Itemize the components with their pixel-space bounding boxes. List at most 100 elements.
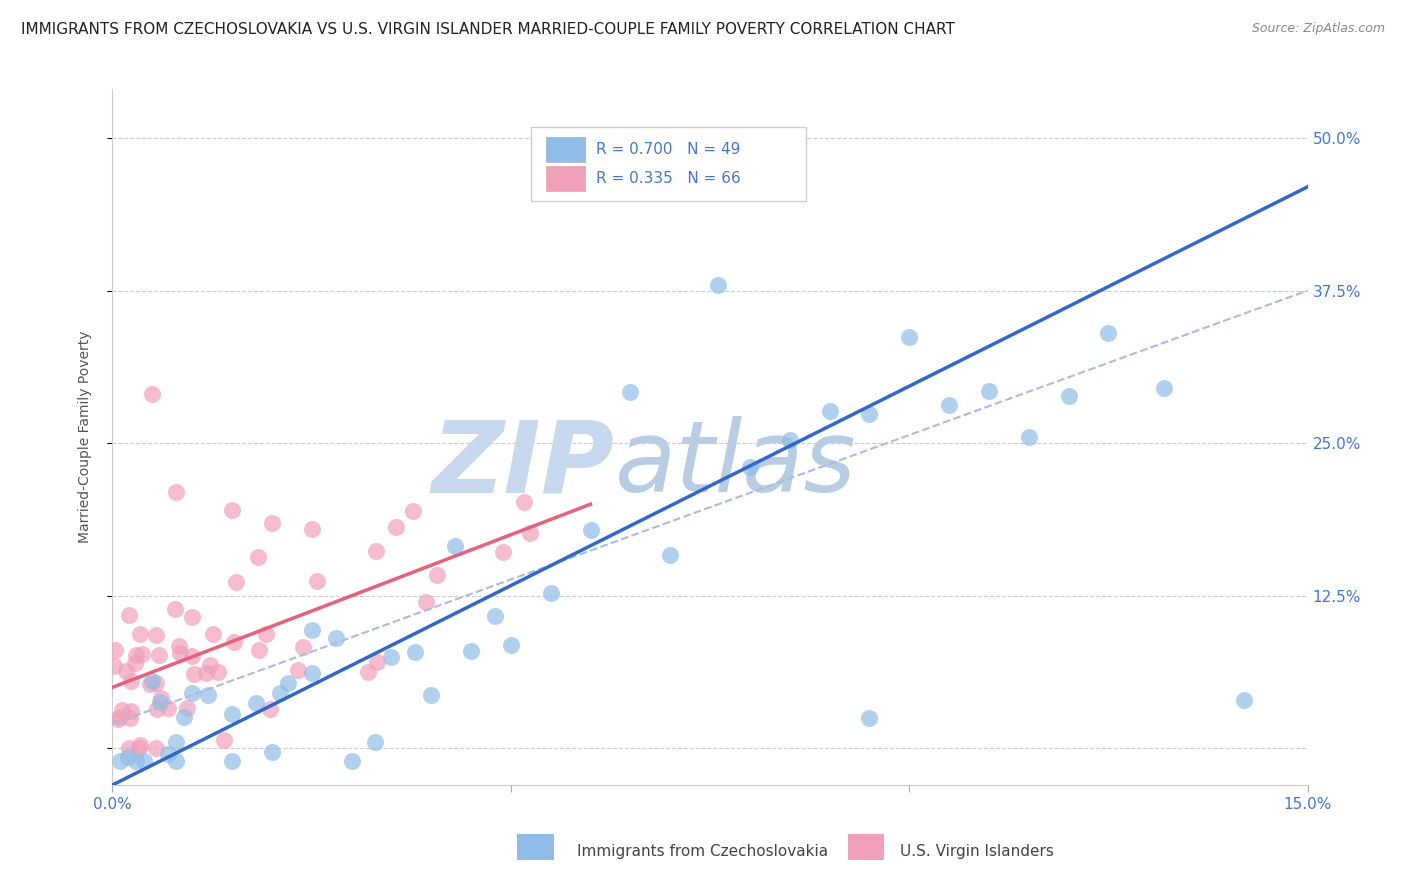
Point: [301, 666, 323, 681]
Point: [145, 741, 167, 756]
Point: [157, 747, 180, 761]
Point: [269, 686, 291, 700]
Point: [169, 647, 191, 661]
Point: [659, 548, 682, 562]
Point: [513, 495, 536, 509]
Point: [366, 656, 388, 670]
Text: Immigrants from Czechoslovakia: Immigrants from Czechoslovakia: [578, 845, 828, 859]
Point: [207, 665, 229, 680]
Point: [287, 663, 309, 677]
Point: [415, 595, 437, 609]
Point: [118, 741, 141, 756]
Point: [120, 673, 142, 688]
Point: [145, 628, 167, 642]
FancyBboxPatch shape: [547, 137, 585, 162]
Point: [260, 745, 283, 759]
Y-axis label: Married-Couple Family Poverty: Married-Couple Family Poverty: [77, 331, 91, 543]
Point: [120, 711, 142, 725]
Point: [225, 574, 247, 589]
Point: [519, 525, 541, 540]
Point: [167, 639, 190, 653]
Point: [1233, 692, 1256, 706]
Point: [103, 658, 125, 673]
Point: [307, 574, 329, 588]
Point: [131, 648, 153, 662]
Point: [221, 503, 243, 517]
Point: [707, 277, 730, 292]
Point: [364, 734, 387, 748]
Point: [1153, 381, 1175, 395]
Point: [176, 700, 198, 714]
Point: [292, 640, 315, 655]
Point: [134, 754, 156, 768]
Point: [858, 407, 880, 421]
Point: [180, 649, 202, 664]
Text: R = 0.335   N = 66: R = 0.335 N = 66: [596, 171, 741, 186]
Point: [977, 384, 1000, 398]
Point: [619, 385, 641, 400]
Point: [340, 754, 363, 768]
Text: U.S. Virgin Islanders: U.S. Virgin Islanders: [900, 845, 1054, 859]
Point: [402, 504, 425, 518]
Point: [181, 686, 204, 700]
Point: [245, 696, 267, 710]
Point: [818, 404, 841, 418]
Point: [111, 703, 134, 717]
Point: [1018, 430, 1040, 444]
Point: [141, 387, 163, 401]
Point: [221, 754, 243, 768]
Point: [145, 675, 167, 690]
Point: [150, 691, 173, 706]
Point: [201, 627, 224, 641]
Point: [104, 643, 127, 657]
Point: [356, 665, 378, 679]
Point: [221, 707, 243, 722]
Point: [492, 545, 515, 559]
Point: [118, 608, 141, 623]
Point: [128, 741, 150, 756]
Text: Source: ZipAtlas.com: Source: ZipAtlas.com: [1251, 22, 1385, 36]
Point: [404, 645, 426, 659]
Point: [224, 635, 246, 649]
Point: [938, 398, 960, 412]
Point: [499, 639, 522, 653]
Point: [181, 610, 204, 624]
Point: [460, 643, 482, 657]
FancyBboxPatch shape: [547, 167, 585, 192]
Point: [148, 648, 170, 663]
Point: [165, 485, 187, 500]
Point: [779, 433, 801, 447]
Point: [138, 677, 160, 691]
Point: [197, 688, 219, 702]
Point: [247, 550, 270, 565]
Point: [380, 649, 402, 664]
Point: [165, 754, 187, 768]
Point: [259, 702, 281, 716]
Point: [173, 710, 195, 724]
Text: IMMIGRANTS FROM CZECHOSLOVAKIA VS U.S. VIRGIN ISLANDER MARRIED-COUPLE FAMILY POV: IMMIGRANTS FROM CZECHOSLOVAKIA VS U.S. V…: [21, 22, 955, 37]
Point: [124, 656, 146, 670]
Point: [579, 523, 602, 537]
Point: [129, 738, 152, 752]
Point: [301, 623, 323, 637]
Point: [738, 460, 761, 475]
Point: [1057, 389, 1080, 403]
Point: [384, 520, 406, 534]
Point: [212, 732, 235, 747]
Point: [141, 674, 163, 689]
Point: [1097, 326, 1119, 341]
Text: ZIP: ZIP: [432, 417, 614, 514]
Point: [277, 676, 299, 690]
FancyBboxPatch shape: [531, 128, 806, 201]
Point: [149, 695, 172, 709]
Point: [115, 664, 138, 678]
Point: [426, 568, 449, 582]
Point: [420, 688, 443, 702]
Point: [129, 627, 152, 641]
Point: [194, 665, 217, 680]
Point: [247, 642, 270, 657]
Point: [301, 522, 323, 536]
Point: [165, 734, 187, 748]
Point: [125, 754, 148, 768]
Point: [484, 609, 506, 624]
